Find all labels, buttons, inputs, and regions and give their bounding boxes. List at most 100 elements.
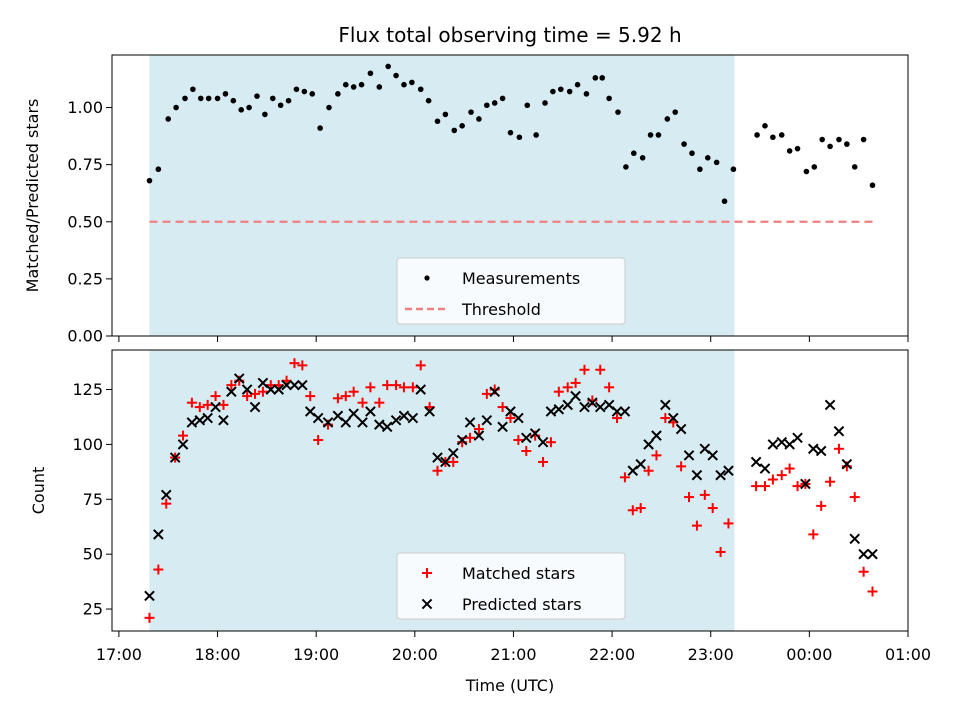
matched-point: [776, 470, 787, 481]
predicted-point: [833, 425, 845, 437]
matched-point: [448, 456, 459, 467]
predicted-point: [249, 401, 261, 413]
predicted-point-b: [611, 406, 623, 417]
measurement-point: [409, 79, 415, 86]
measurement-point: [285, 97, 292, 104]
y-tick-label: 0.75: [67, 155, 103, 174]
predicted-point: [273, 384, 285, 395]
matched-point: [767, 474, 778, 485]
matched-point: [858, 566, 869, 577]
matched-point: [867, 586, 878, 597]
matched-point: [242, 391, 253, 402]
matched-point: [676, 461, 687, 472]
measurement-point: [425, 97, 432, 104]
x-tick-label: 17:00: [96, 645, 142, 664]
matched-point: [178, 430, 189, 441]
measurement-point: [254, 93, 260, 99]
measurement-point: [238, 107, 245, 113]
matched-point: [699, 489, 710, 500]
predicted-point: [289, 379, 300, 391]
measurement-point: [542, 100, 548, 106]
matched-point: [849, 492, 860, 503]
x-tick-label: 01:00: [885, 645, 931, 664]
matched-point: [218, 399, 229, 410]
predicted-point: [553, 403, 565, 415]
y-tick-label: 100: [72, 435, 103, 454]
measurement-point: [786, 148, 793, 154]
x-tick-label: 21:00: [490, 645, 536, 664]
measurement-point: [317, 125, 323, 131]
predicted-point-b: [348, 408, 359, 419]
x-tick-label: 23:00: [688, 645, 734, 664]
matched-point: [595, 364, 606, 375]
measurement-point: [704, 155, 711, 161]
matched-point: [481, 388, 492, 399]
predicted-point-b: [281, 379, 292, 391]
measurement-point: [770, 134, 776, 141]
measurement-point: [557, 86, 564, 93]
predicted-point-b: [505, 406, 516, 417]
predicted-point-b: [691, 469, 703, 481]
predicted-point-b: [424, 406, 435, 417]
predicted-point-b: [529, 428, 541, 439]
measurement-point: [222, 91, 229, 97]
predicted-point: [202, 412, 213, 424]
y-tick-label: 25: [83, 600, 103, 619]
predicted-point: [537, 436, 549, 448]
predicted-point: [707, 450, 719, 461]
measurement-point: [860, 136, 867, 143]
predicted-point: [348, 408, 359, 419]
ratio-panel-frame: [111, 54, 909, 337]
predicted-point-b: [635, 458, 647, 470]
measurement-point: [165, 116, 172, 122]
y-tick-label: 50: [83, 545, 103, 564]
predicted-point: [858, 548, 869, 560]
predicted-point-b: [792, 432, 803, 444]
predicted-point-b: [858, 548, 869, 560]
predicted-point: [800, 478, 811, 490]
matched-point: [643, 465, 654, 476]
measurement-point: [182, 95, 188, 102]
predicted-point-b: [432, 452, 443, 463]
matched-point: [833, 443, 844, 454]
measurement-point: [697, 166, 703, 173]
measurement-point: [655, 132, 662, 138]
predicted-legend-x: [421, 598, 433, 610]
predicted-point-b: [667, 412, 679, 424]
predicted-point-b: [619, 406, 631, 417]
measurement-point: [214, 95, 221, 102]
x-tick-label: 20:00: [392, 645, 438, 664]
measurement-point: [205, 95, 212, 102]
measurement-point: [689, 150, 695, 157]
measurement-point: [376, 84, 383, 90]
predicted-point: [715, 469, 726, 481]
measurement-point: [146, 177, 153, 184]
predicted-point: [169, 452, 181, 463]
measurement-point: [681, 141, 687, 147]
ratio-y-label: Matched/Predicted stars: [23, 99, 42, 293]
predicted-point-b: [357, 417, 368, 428]
predicted-point: [767, 439, 779, 450]
y-tick-label: 125: [72, 380, 103, 399]
measurement-point: [827, 143, 833, 150]
predicted-point-b: [562, 399, 574, 411]
predicted-point: [643, 439, 654, 450]
measurement-point: [583, 91, 590, 97]
measurement-point: [794, 145, 801, 152]
matched-point: [691, 520, 702, 531]
predicted-point-b: [194, 414, 206, 426]
predicted-point-b: [570, 390, 581, 402]
predicted-point: [815, 445, 827, 457]
measurement-point: [592, 75, 599, 81]
measurement-point: [468, 109, 474, 115]
predicted-point-b: [398, 410, 410, 422]
predicted-point-b: [473, 430, 485, 441]
measurement-point: [459, 123, 465, 129]
predicted-point-b: [643, 439, 654, 450]
predicted-point: [792, 432, 803, 444]
measurement-point: [599, 75, 606, 81]
ratio-panel: 0.00 0.25 0.50 0.75 1.00 Matched/Predicted s…: [23, 54, 909, 346]
measurement-point: [350, 84, 357, 90]
predicted-point-b: [683, 450, 695, 461]
predicted-point: [312, 412, 324, 424]
